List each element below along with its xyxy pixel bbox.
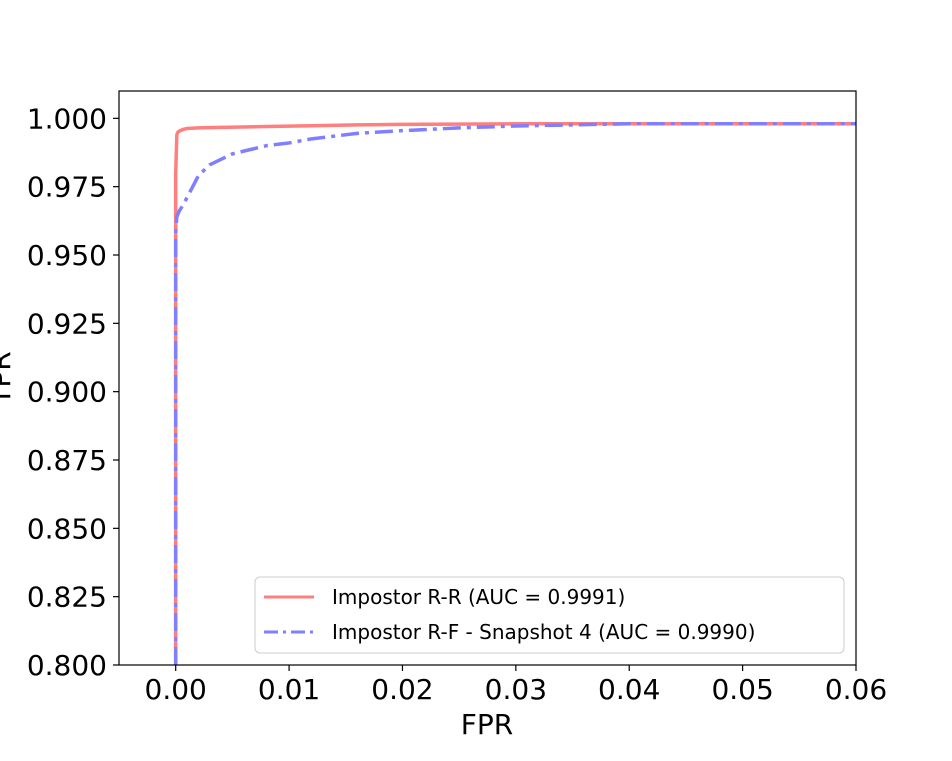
y-tick-label: 0.825 bbox=[27, 581, 107, 614]
y-tick-label: 0.975 bbox=[27, 171, 107, 204]
y-tick-label: 0.800 bbox=[27, 649, 107, 682]
x-tick-label: 0.03 bbox=[485, 673, 547, 706]
y-axis-label: TPR bbox=[0, 351, 17, 405]
series-line-0 bbox=[173, 122, 856, 665]
x-tick-label: 0.01 bbox=[258, 673, 320, 706]
y-tick-label: 0.950 bbox=[27, 239, 107, 272]
y-tick-label: 1.000 bbox=[27, 102, 107, 135]
x-tick-label: 0.06 bbox=[825, 673, 887, 706]
series-layer bbox=[173, 122, 856, 665]
series-line-1 bbox=[173, 122, 856, 665]
x-axis-label: FPR bbox=[461, 708, 513, 741]
y-tick-label: 0.925 bbox=[27, 307, 107, 340]
x-axis: 0.00 0.01 0.02 0.03 0.04 0.05 0.06 bbox=[145, 665, 887, 706]
y-tick-label: 0.900 bbox=[27, 376, 107, 409]
x-tick-label: 0.05 bbox=[711, 673, 773, 706]
y-axis: 0.800 0.825 0.850 0.875 0.900 0.925 0.950 0.975… bbox=[27, 102, 119, 682]
legend-box bbox=[254, 576, 845, 654]
legend-label-impostor-r-f: Impostor R-F - Snapshot 4 (AUC = 0.9990) bbox=[332, 620, 755, 644]
x-tick-label: 0.00 bbox=[145, 673, 207, 706]
legend: Impostor R-R (AUC = 0.9991) Impostor R-F… bbox=[254, 576, 845, 654]
legend-label-impostor-r-r: Impostor R-R (AUC = 0.9991) bbox=[332, 585, 625, 609]
y-tick-label: 0.875 bbox=[27, 444, 107, 477]
x-tick-label: 0.04 bbox=[598, 673, 660, 706]
x-tick-label: 0.02 bbox=[371, 673, 433, 706]
y-tick-label: 0.850 bbox=[27, 512, 107, 545]
plot-frame bbox=[118, 90, 857, 666]
